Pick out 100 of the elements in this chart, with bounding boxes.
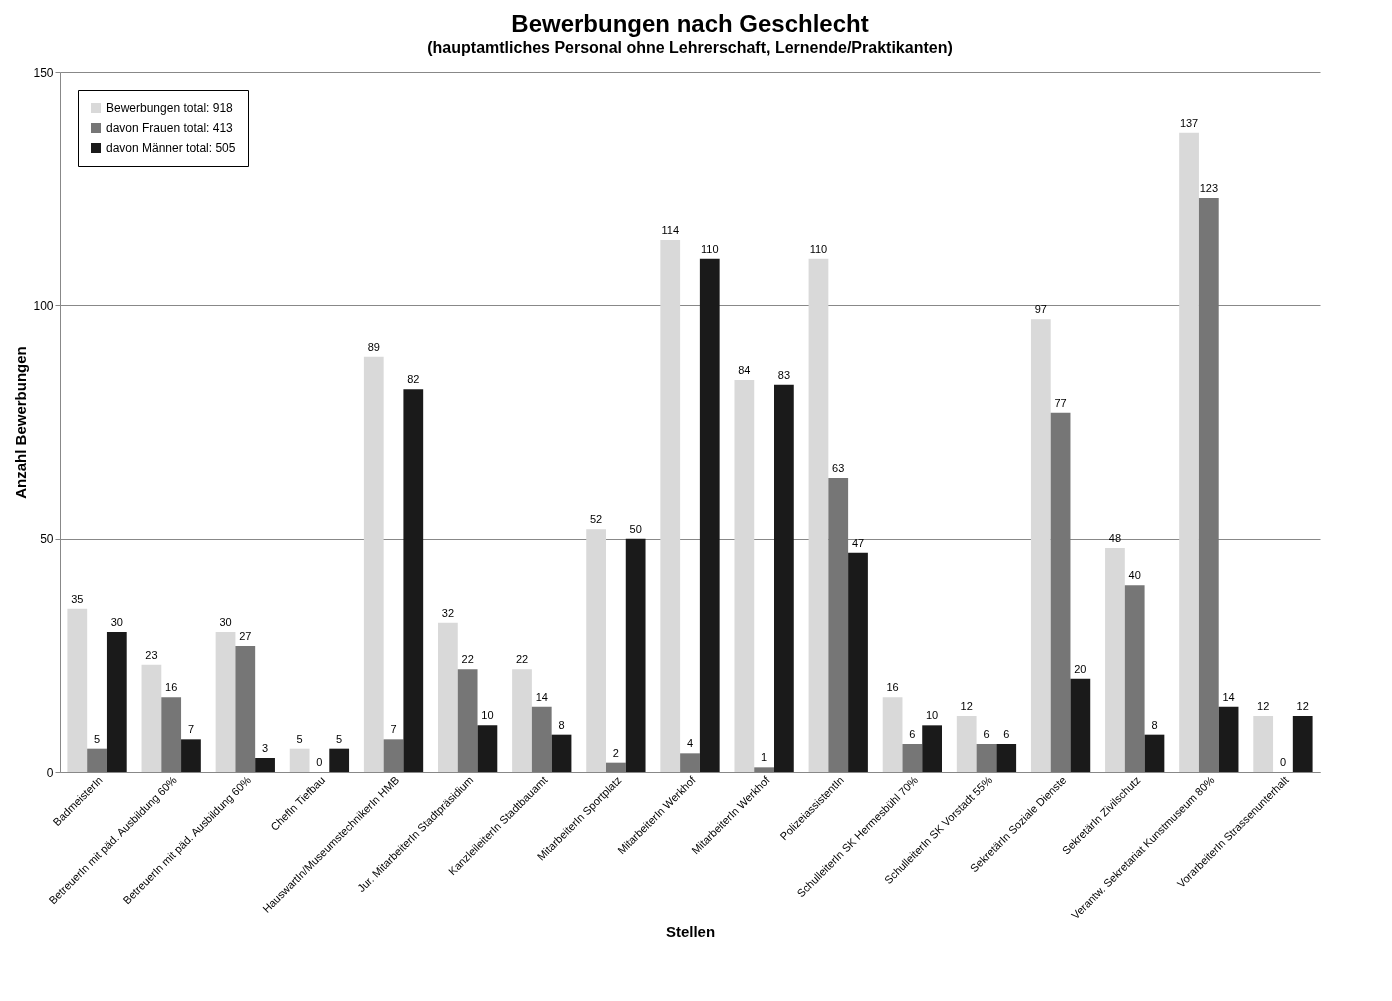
bar: [255, 758, 275, 772]
bar: [512, 669, 532, 772]
bar: [1292, 716, 1313, 772]
data-label: 83: [777, 368, 791, 381]
bar: [457, 669, 478, 772]
data-label: 110: [809, 242, 828, 255]
data-label: 63: [832, 462, 845, 474]
bar: [1218, 706, 1239, 772]
bar: [1253, 716, 1274, 772]
data-label: 5: [94, 732, 101, 745]
data-label: 27: [239, 630, 252, 642]
bar: [606, 762, 626, 772]
bar: [754, 767, 774, 772]
data-label: 89: [367, 340, 380, 353]
bar: [106, 632, 127, 772]
data-label: 48: [1108, 532, 1122, 544]
bar: [363, 356, 384, 772]
legend-label: davon Frauen total: 413: [106, 121, 234, 135]
data-label: 47: [851, 536, 865, 549]
chart-title: Bewerbungen nach Geschlecht: [511, 10, 869, 37]
bar: [383, 739, 404, 772]
bar: [551, 734, 572, 772]
data-label: 12: [1257, 700, 1270, 712]
bar: [289, 748, 310, 772]
y-tick-label: 0: [46, 765, 54, 780]
data-label: 16: [165, 681, 178, 694]
data-label: 14: [1222, 690, 1235, 703]
y-tick-label: 50: [40, 532, 54, 547]
data-label: 32: [441, 606, 455, 619]
bar: [215, 632, 236, 772]
data-label: 8: [558, 718, 565, 731]
data-label: 23: [145, 648, 158, 661]
data-label: 5: [296, 732, 303, 745]
data-label: 137: [1179, 116, 1199, 129]
bar: [976, 744, 997, 772]
bar: [922, 725, 942, 772]
data-label: 4: [686, 737, 694, 750]
data-label: 97: [1034, 303, 1047, 316]
data-label: 123: [1199, 182, 1218, 194]
data-label: 30: [219, 616, 232, 628]
y-tick-label: 150: [33, 65, 54, 80]
data-label: 52: [589, 513, 603, 526]
bar: [477, 725, 498, 772]
data-label: 0: [316, 756, 323, 768]
bar: [848, 552, 868, 772]
data-label: 50: [629, 522, 642, 535]
data-label: 0: [1279, 756, 1286, 768]
bar: [1179, 132, 1199, 772]
legend-label: davon Männer total: 505: [106, 141, 236, 155]
bar: [902, 744, 923, 772]
y-tick-label: 100: [33, 298, 54, 313]
bar: [734, 380, 755, 772]
data-label: 22: [515, 653, 529, 666]
bar: [808, 258, 829, 772]
bar: [699, 258, 720, 772]
bar: [586, 529, 606, 772]
y-axis-title: Anzahl Bewerbungen: [12, 346, 30, 499]
bar: [956, 716, 977, 772]
data-label: 7: [390, 723, 397, 736]
bar: [774, 384, 794, 772]
data-label: 6: [909, 728, 916, 740]
x-axis-title: Stellen: [665, 923, 716, 941]
bar: [1198, 198, 1219, 772]
bar: [882, 697, 903, 772]
data-label: 40: [1128, 569, 1141, 582]
data-label: 12: [1296, 700, 1309, 712]
data-label: 5: [336, 732, 343, 745]
data-label: 35: [71, 592, 84, 605]
bar: [996, 744, 1017, 772]
bar: [141, 664, 162, 772]
bar: [181, 739, 201, 772]
bar: [235, 646, 256, 772]
bar: [625, 538, 646, 772]
data-label: 77: [1054, 396, 1067, 409]
data-label: 114: [661, 224, 680, 236]
data-label: 1: [761, 751, 768, 764]
bar: [1144, 734, 1165, 772]
data-label: 6: [983, 728, 990, 740]
data-label: 8: [1151, 718, 1158, 731]
data-label: 82: [407, 373, 420, 386]
data-label: 2: [612, 746, 619, 759]
legend-label: Bewerbungen total: 918: [106, 101, 234, 115]
bar: [87, 748, 107, 772]
bar: [1070, 678, 1091, 772]
bar: [828, 478, 849, 772]
bar: [1105, 548, 1125, 772]
data-label: 7: [187, 723, 194, 736]
chart-subtitle: (hauptamtliches Personal ohne Lehrerschaft, Lernende/Praktikanten): [427, 39, 953, 56]
data-label: 14: [535, 690, 548, 703]
data-label: 20: [1074, 662, 1087, 675]
data-label: 6: [1003, 728, 1010, 740]
data-label: 12: [960, 700, 973, 712]
bar: [1030, 319, 1051, 772]
bar: [403, 389, 424, 772]
data-label: 3: [262, 742, 269, 754]
data-label: 16: [886, 681, 899, 694]
bar: [67, 608, 88, 772]
bar: [531, 706, 552, 772]
data-label: 30: [110, 616, 123, 628]
bar: [680, 753, 700, 772]
